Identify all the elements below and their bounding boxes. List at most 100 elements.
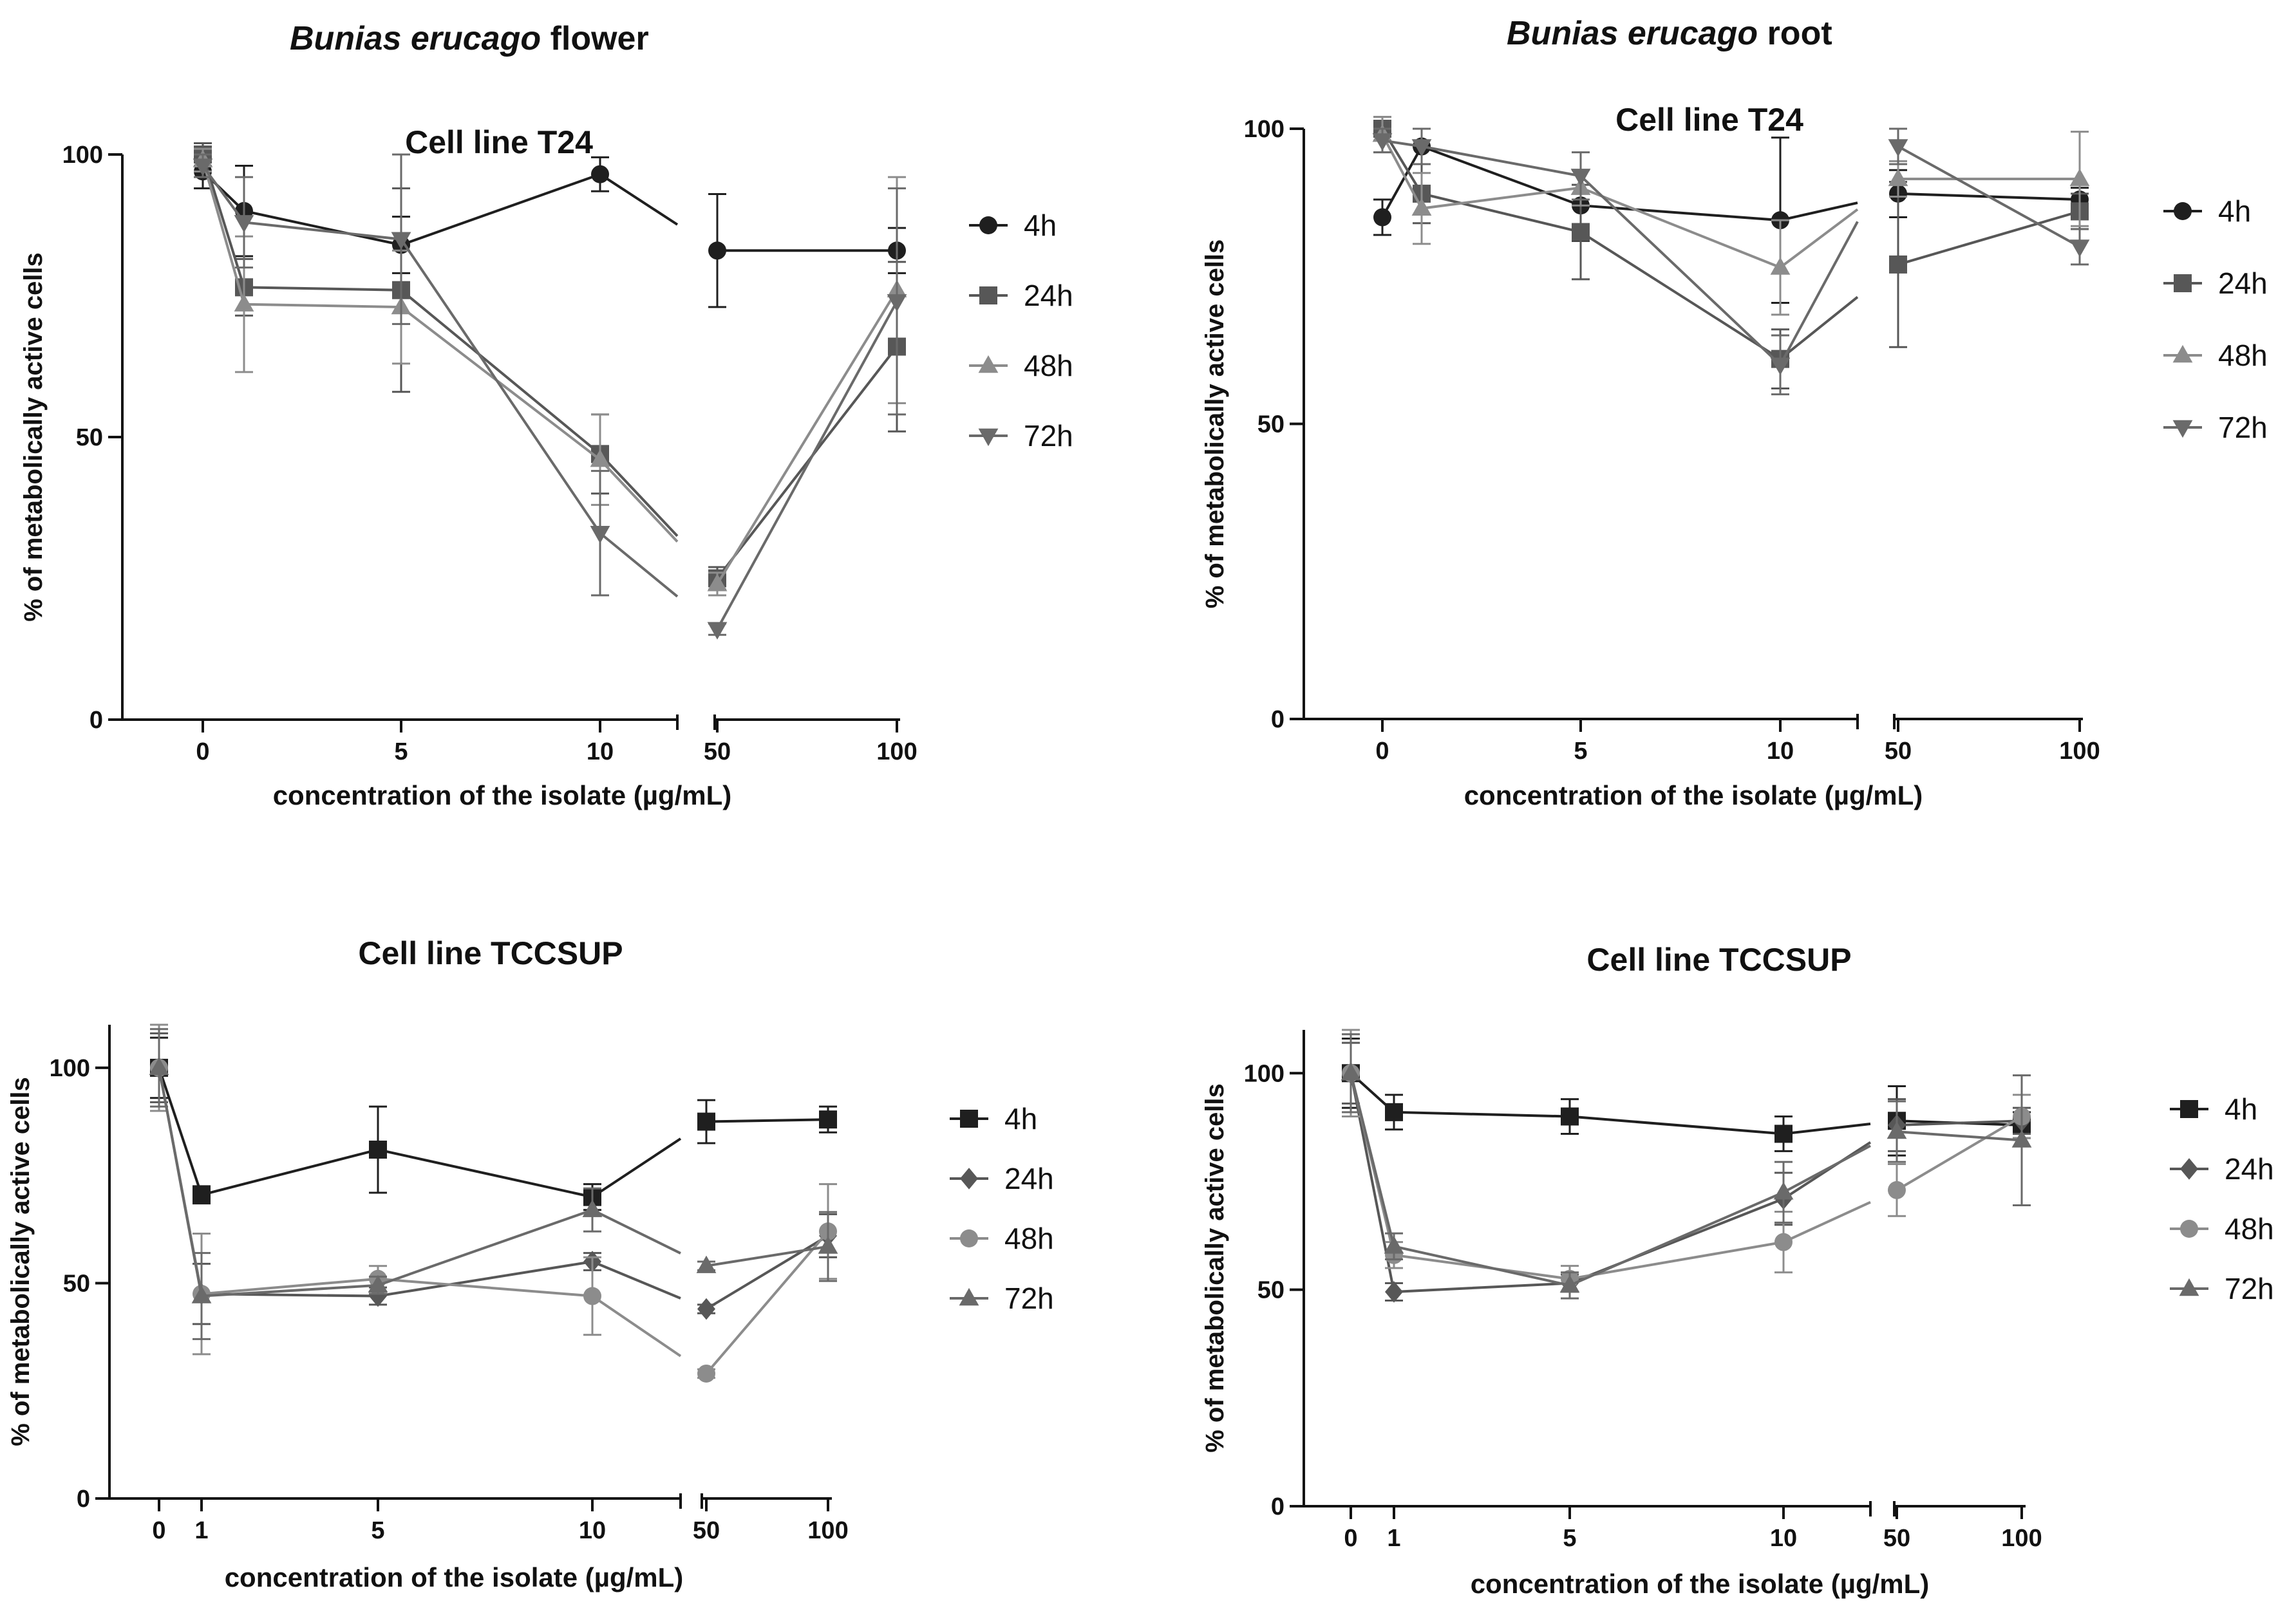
data-point	[2069, 168, 2090, 187]
series-line-break-stub	[1779, 221, 1859, 366]
legend-marker	[2180, 1100, 2198, 1118]
legend-label: 48h	[1024, 349, 1073, 382]
x-tick-label: 1	[1387, 1525, 1400, 1552]
series-24h	[194, 142, 906, 591]
x-tick-label: 0	[1344, 1525, 1357, 1552]
y-tick-label: 100	[1244, 1060, 1285, 1087]
organ-label: root	[1767, 15, 1832, 52]
chart-title: Cell line TCCSUP	[1586, 942, 1851, 978]
y-tick-label: 100	[1244, 116, 1285, 143]
series-line-break-stub	[599, 532, 679, 598]
data-point	[887, 294, 907, 312]
series-72h	[149, 1028, 838, 1340]
legend-marker	[2179, 1278, 2199, 1296]
series-line	[1381, 145, 1781, 222]
series-48h	[1342, 1029, 2031, 1293]
legend-item-72h: 72h	[969, 419, 1073, 453]
chart-title: Cell line TCCSUP	[358, 935, 623, 971]
x-tick-label: 10	[1767, 738, 1794, 765]
species-name: Bunias erucago	[290, 20, 541, 57]
data-point	[696, 1255, 717, 1273]
x-axis-label: concentration of the isolate (µg/mL)	[273, 780, 732, 810]
legend-item-72h: 72h	[2163, 411, 2268, 444]
column-title-root: Bunias erucago root	[1507, 14, 1832, 53]
data-point	[1341, 1063, 1361, 1081]
y-tick-label: 50	[1257, 411, 1285, 438]
y-tick-label: 50	[76, 424, 103, 451]
y-axis-label: % of metabolically active cells	[6, 1077, 35, 1446]
legend-marker	[978, 428, 999, 447]
x-axis-label: concentration of the isolate (µg/mL)	[1471, 1569, 1930, 1599]
legend-label: 4h	[1004, 1102, 1037, 1135]
series-line	[706, 1118, 829, 1123]
organ-label: flower	[550, 20, 649, 57]
data-point	[1770, 357, 1791, 375]
data-point	[1384, 1236, 1404, 1254]
series-line	[1350, 1072, 1784, 1287]
data-point	[590, 449, 610, 467]
series-line-break-stub	[1782, 1141, 1872, 1200]
series-line	[1897, 210, 2080, 266]
legend-label: 72h	[2225, 1272, 2274, 1305]
legend-item-24h: 24h	[950, 1162, 1054, 1195]
legend-marker	[2174, 274, 2192, 292]
x-tick-label: 50	[1883, 1525, 1910, 1552]
data-point	[1774, 1233, 1793, 1251]
data-point	[193, 158, 213, 176]
series-line	[706, 1245, 829, 1267]
series-48h	[193, 147, 907, 597]
data-point	[1570, 169, 1591, 187]
data-point	[697, 1364, 715, 1383]
series-line	[1350, 1072, 1784, 1280]
series-line	[1382, 139, 1782, 366]
data-point	[1385, 1103, 1403, 1121]
x-tick-label: 5	[371, 1517, 384, 1544]
series-line-break-stub	[1779, 295, 1859, 360]
x-tick-label: 10	[587, 738, 614, 765]
x-tick-label: 5	[1574, 738, 1587, 765]
data-point	[707, 622, 728, 640]
series-48h	[1372, 116, 2090, 316]
x-tick-label: 100	[2059, 738, 2100, 765]
legend-label: 48h	[1004, 1222, 1054, 1255]
series-line	[202, 160, 601, 461]
legend-item-4h: 4h	[2163, 194, 2251, 228]
series-48h	[150, 1023, 837, 1383]
series-line	[1896, 1119, 2022, 1126]
data-point	[149, 1057, 169, 1076]
data-point	[1559, 1274, 1580, 1293]
x-tick-label: 10	[1770, 1525, 1797, 1552]
x-tick-label: 50	[1885, 738, 1912, 765]
series-line-break-stub	[1783, 1200, 1871, 1244]
legend-label: 48h	[2225, 1212, 2274, 1246]
x-tick-label: 5	[394, 738, 408, 765]
series-line	[202, 154, 601, 455]
data-point	[234, 294, 254, 312]
legend-item-4h: 4h	[950, 1102, 1037, 1135]
legend-marker	[2180, 1158, 2198, 1180]
series-line-break-stub	[591, 1137, 682, 1199]
data-point	[583, 1287, 601, 1305]
data-point	[1373, 208, 1391, 227]
x-tick-label: 1	[194, 1517, 208, 1544]
legend-item-24h: 24h	[2170, 1152, 2274, 1186]
legend-marker	[979, 216, 997, 234]
series-line-break-stub	[599, 458, 679, 543]
data-point	[369, 1141, 387, 1159]
legend-label: 4h	[2218, 194, 2251, 228]
data-point	[818, 1236, 838, 1254]
x-tick-label: 100	[807, 1517, 848, 1544]
x-tick-label: 0	[196, 738, 209, 765]
legend-marker	[2174, 202, 2192, 220]
series-line	[716, 301, 898, 630]
data-point	[1770, 257, 1791, 275]
data-point	[697, 1112, 715, 1131]
chart-title: Cell line T24	[405, 124, 593, 160]
series-72h	[193, 153, 907, 640]
legend-marker	[2180, 1220, 2198, 1238]
x-tick-label: 100	[2001, 1525, 2042, 1552]
data-point	[391, 232, 411, 250]
x-axis-label: concentration of the isolate (µg/mL)	[225, 1562, 684, 1592]
